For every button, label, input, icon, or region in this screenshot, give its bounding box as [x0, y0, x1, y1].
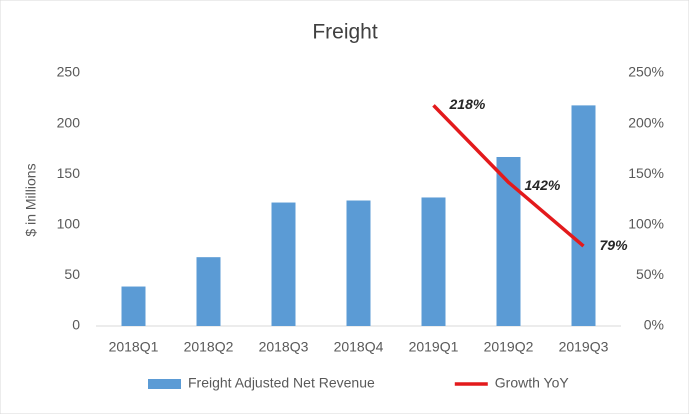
x-tick-label: 2019Q2: [484, 339, 534, 355]
data-label: 142%: [525, 177, 561, 193]
x-tick-label: 2018Q4: [334, 339, 384, 355]
bar: [121, 286, 146, 326]
legend-swatch: [148, 379, 181, 389]
y2-tick-label: 150%: [628, 165, 664, 181]
x-tick-label: 2019Q3: [559, 339, 609, 355]
chart-title: Freight: [312, 21, 378, 44]
bar: [271, 202, 296, 326]
x-tick-label: 2018Q2: [184, 339, 234, 355]
y2-tick-label: 50%: [636, 266, 664, 282]
bar: [196, 257, 221, 326]
y2-tick-label: 200%: [628, 114, 664, 130]
x-tick-label: 2018Q3: [259, 339, 309, 355]
y-tick-label: 200: [57, 114, 81, 130]
data-label: 79%: [600, 237, 629, 253]
legend-label: Freight Adjusted Net Revenue: [188, 375, 375, 391]
line: [432, 104, 585, 248]
y-axis-label: $ in Millions: [23, 163, 39, 236]
y-tick-label: 0: [72, 317, 80, 333]
x-tick-label: 2018Q1: [109, 339, 159, 355]
y-tick-label: 100: [57, 216, 81, 232]
y-tick-label: 150: [57, 165, 81, 181]
bar: [496, 156, 521, 326]
y2-tick-label: 250%: [628, 64, 664, 80]
legend-label: Growth YoY: [495, 375, 570, 391]
y2-tick-label: 0%: [644, 317, 664, 333]
bar: [346, 200, 371, 326]
y-tick-label: 50: [64, 266, 80, 282]
y-tick-label: 250: [57, 64, 81, 80]
x-tick-label: 2019Q1: [409, 339, 459, 355]
y2-tick-label: 100%: [628, 216, 664, 232]
bar: [421, 197, 446, 326]
data-label: 218%: [449, 96, 486, 112]
bar: [571, 105, 596, 326]
